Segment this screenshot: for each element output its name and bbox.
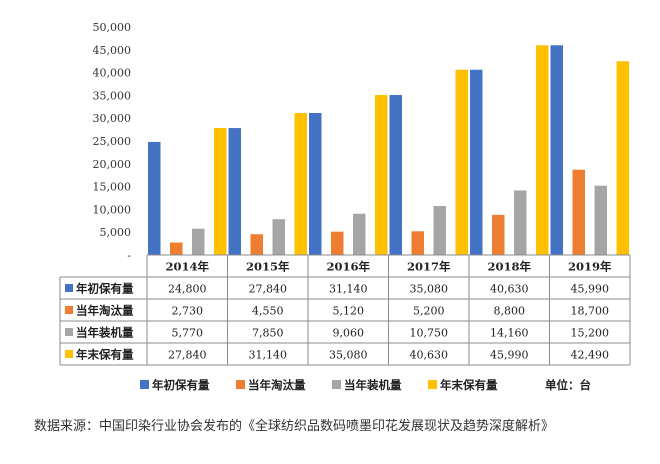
table-series-label: 年初保有量: [76, 282, 134, 296]
table-cell: 18,700: [571, 305, 610, 318]
table-cell: 40,630: [490, 283, 529, 296]
bar: [294, 113, 307, 255]
bar: [214, 128, 227, 255]
unit-label: 单位：台: [545, 378, 591, 392]
table-series-swatch: [65, 350, 73, 358]
table-series-swatch: [65, 328, 73, 336]
y-tick-label: 10,000: [93, 203, 132, 216]
y-tick-label: 25,000: [93, 135, 132, 148]
bar: [309, 113, 322, 255]
table-cell: 45,990: [490, 349, 529, 362]
bar: [492, 214, 505, 255]
y-tick-label: 45,000: [93, 44, 132, 57]
table-series-swatch: [65, 284, 73, 292]
y-tick-label: 50,000: [93, 21, 132, 34]
table-series-label: 年末保有量: [76, 348, 134, 362]
bar: [411, 231, 424, 255]
x-category-label: 2014年: [165, 260, 209, 274]
legend-label: 当年装机量: [344, 378, 402, 392]
bar: [470, 69, 483, 255]
legend-swatch: [140, 380, 149, 389]
bar: [192, 228, 205, 255]
y-axis: - 5,000 10,000 15,000 20,000 25,000 30,000 35,0…: [93, 21, 132, 262]
bar: [331, 231, 344, 255]
bar: [455, 69, 468, 255]
table-cell: 31,140: [329, 283, 368, 296]
legend-swatch: [428, 380, 437, 389]
bar: [616, 61, 629, 255]
table-cell: 9,060: [333, 327, 365, 340]
bar: [572, 169, 585, 255]
table-cell: 35,080: [329, 349, 368, 362]
x-category-label: 2016年: [326, 260, 370, 274]
bars: [148, 45, 629, 255]
legend-label: 当年淘汰量: [248, 378, 306, 392]
bar: [594, 185, 607, 255]
table-cell: 35,080: [410, 283, 449, 296]
source-note: 数据来源：中国印染行业协会发布的《全球纺织品数码喷墨印花发展现状及趋势深度解析》: [34, 419, 555, 434]
bar: [170, 242, 183, 255]
table-series-swatch: [65, 306, 73, 314]
bar: [272, 219, 285, 255]
bar: [433, 205, 446, 255]
y-tick-label: 30,000: [93, 112, 132, 125]
table-cell: 2,730: [172, 305, 204, 318]
bar: [228, 128, 241, 255]
bar: [148, 141, 161, 255]
bar: [389, 95, 402, 255]
table-series-label: 当年装机量: [76, 326, 134, 340]
legend: 年初保有量 当年淘汰量 当年装机量 年末保有量: [140, 378, 498, 392]
table-cell: 24,800: [168, 283, 207, 296]
table-cell: 15,200: [571, 327, 610, 340]
table-cell: 27,840: [249, 283, 288, 296]
bar: [514, 190, 527, 255]
x-category-label: 2018年: [487, 260, 531, 274]
x-category-label: 2017年: [407, 260, 451, 274]
bar: [536, 45, 549, 255]
y-tick-label: -: [127, 249, 131, 262]
bar: [375, 95, 388, 255]
table-cell: 4,550: [252, 305, 284, 318]
table-cell: 5,120: [333, 305, 365, 318]
table-cell: 45,990: [571, 283, 610, 296]
y-tick-label: 35,000: [93, 89, 132, 102]
bar: [250, 234, 263, 255]
table-cell: 7,850: [252, 327, 284, 340]
table-series-label: 当年淘汰量: [76, 304, 134, 318]
table-cell: 5,200: [413, 305, 445, 318]
x-category-label: 2015年: [246, 260, 290, 274]
table-cell: 40,630: [410, 349, 449, 362]
table-cell: 42,490: [571, 349, 610, 362]
y-tick-label: 20,000: [93, 158, 132, 171]
table-cell: 8,800: [494, 305, 526, 318]
bar: [550, 45, 563, 255]
legend-swatch: [332, 380, 341, 389]
y-tick-label: 15,000: [93, 181, 132, 194]
table-cell: 10,750: [410, 327, 449, 340]
table-cell: 14,160: [490, 327, 529, 340]
legend-swatch: [236, 380, 245, 389]
legend-label: 年末保有量: [440, 378, 498, 392]
y-tick-label: 40,000: [93, 67, 132, 80]
x-category-label: 2019年: [568, 260, 612, 274]
y-tick-label: 5,000: [100, 226, 132, 239]
legend-label: 年初保有量: [152, 378, 210, 392]
table-cell: 27,840: [168, 349, 207, 362]
bar: [353, 213, 366, 255]
table-cell: 5,770: [172, 327, 204, 340]
table-cell: 31,140: [249, 349, 288, 362]
